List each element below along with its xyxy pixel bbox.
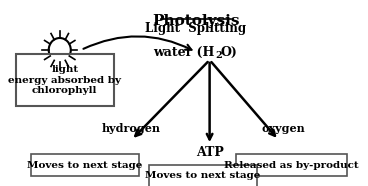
Text: water (H: water (H — [153, 46, 214, 59]
Text: ATP: ATP — [196, 145, 223, 158]
Text: hydrogen: hydrogen — [102, 123, 161, 134]
Text: oxygen: oxygen — [261, 123, 305, 134]
FancyBboxPatch shape — [31, 154, 139, 176]
Text: Moves to next stage: Moves to next stage — [27, 161, 143, 169]
Text: Moves to next stage: Moves to next stage — [145, 171, 261, 180]
FancyBboxPatch shape — [149, 165, 256, 186]
Text: Released as by-product: Released as by-product — [224, 161, 359, 169]
Text: 2: 2 — [215, 51, 222, 60]
Text: light
energy absorbed by
chlorophyll: light energy absorbed by chlorophyll — [8, 65, 121, 95]
FancyBboxPatch shape — [236, 154, 347, 176]
Text: O): O) — [221, 46, 237, 59]
Text: Photolysis: Photolysis — [152, 14, 240, 28]
Text: Light  Splitting: Light Splitting — [145, 22, 247, 35]
FancyBboxPatch shape — [15, 54, 114, 106]
